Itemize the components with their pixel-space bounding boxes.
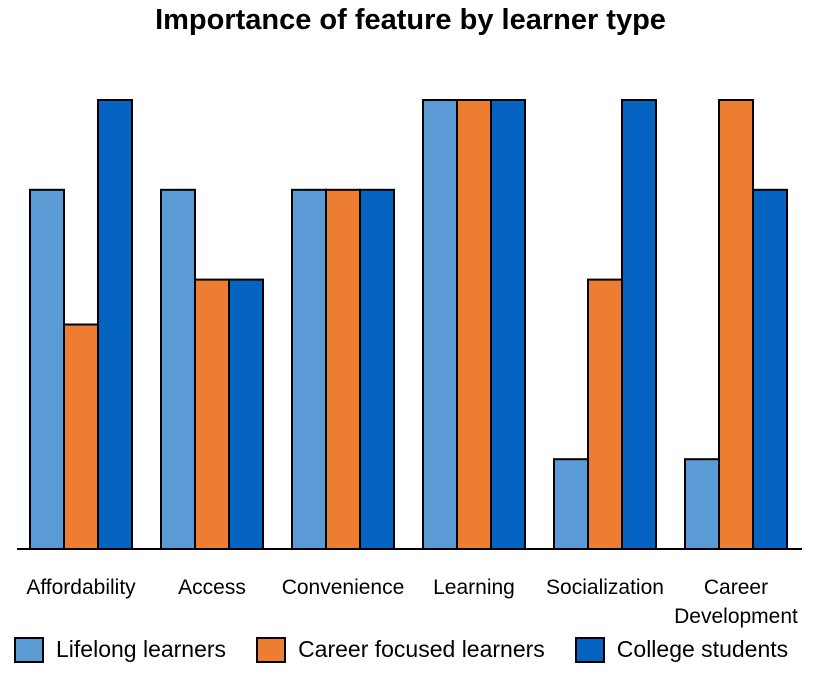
legend-label: Lifelong learners xyxy=(56,636,227,662)
category-label: Learning xyxy=(433,576,515,599)
bar-1-1 xyxy=(194,278,230,550)
bar-3-2 xyxy=(490,99,526,550)
bar-5-0 xyxy=(684,458,720,551)
bar-3-1 xyxy=(456,99,492,550)
bar-5-1 xyxy=(718,99,754,550)
bar-4-1 xyxy=(587,278,623,550)
legend-item: College students xyxy=(574,636,789,663)
category-label: Affordability xyxy=(26,576,136,599)
legend: Lifelong learners Career focused learners… xyxy=(14,636,788,663)
legend-item: Lifelong learners xyxy=(14,636,226,663)
bar-0-1 xyxy=(63,323,99,550)
bar-2-2 xyxy=(359,188,395,551)
bar-5-2 xyxy=(752,188,788,551)
bar-0-0 xyxy=(29,188,65,551)
bar-2-0 xyxy=(291,188,327,551)
bar-2-1 xyxy=(325,188,361,551)
bar-0-2 xyxy=(97,99,133,550)
category-label: Development xyxy=(674,605,798,628)
category-label: Socialization xyxy=(546,576,664,599)
legend-label: College students xyxy=(616,636,789,662)
bar-4-0 xyxy=(553,458,589,551)
bar-1-2 xyxy=(228,278,264,550)
bar-chart: Affordability Access Convenience Learning So… xyxy=(17,99,802,628)
legend-label: Career focused learners xyxy=(298,636,545,662)
legend-swatch xyxy=(256,636,287,663)
category-label: Access xyxy=(178,576,246,599)
category-label: Career xyxy=(704,576,768,599)
legend-item: Career focused learners xyxy=(256,636,545,663)
category-label: Convenience xyxy=(282,576,405,599)
bar-4-2 xyxy=(621,99,657,550)
chart-title: Importance of feature by learner type xyxy=(155,4,666,36)
legend-swatch xyxy=(574,636,605,663)
bar-1-0 xyxy=(160,188,196,551)
legend-swatch xyxy=(14,636,44,663)
bar-3-0 xyxy=(422,99,458,550)
